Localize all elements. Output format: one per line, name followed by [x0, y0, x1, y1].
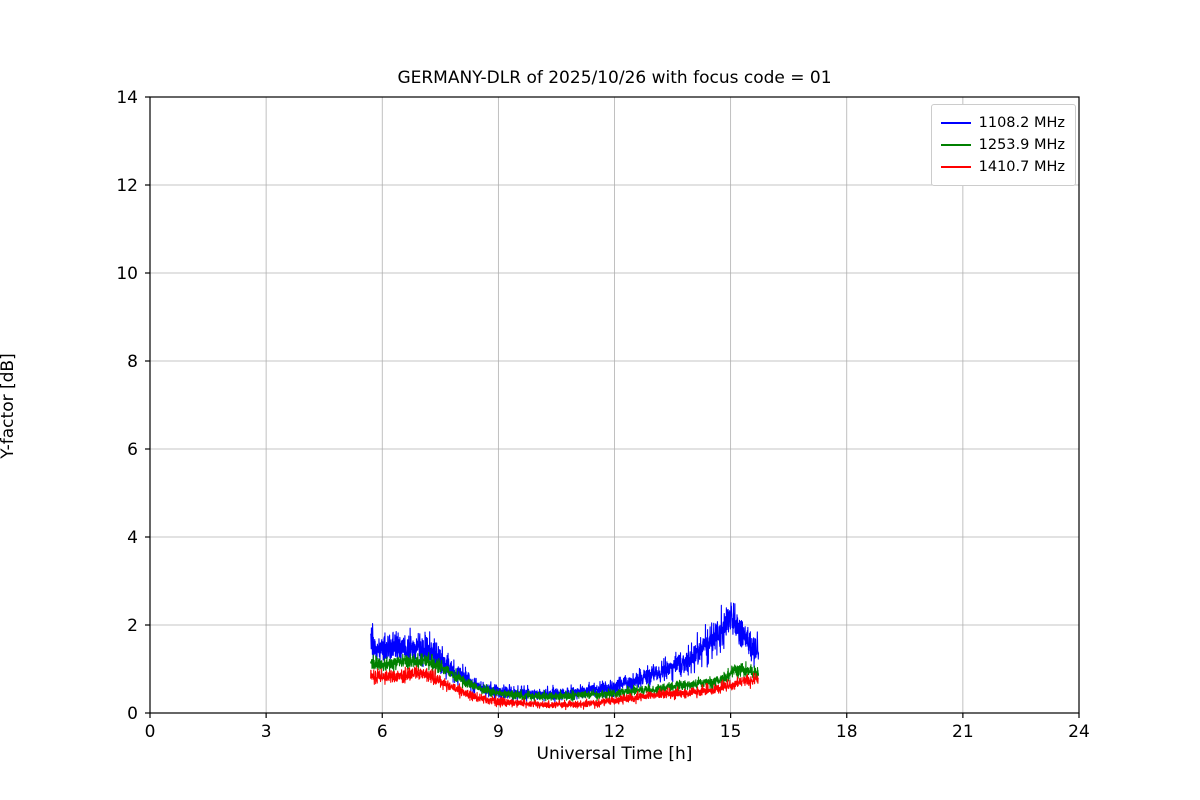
legend-item: 1410.7 MHz [940, 156, 1065, 178]
legend-swatch [940, 144, 971, 146]
x-tick-label: 6 [377, 722, 388, 742]
legend-item: 1253.9 MHz [940, 134, 1065, 156]
y-axis-label: Y-factor [dB] [0, 353, 18, 459]
chart-title: GERMANY-DLR of 2025/10/26 with focus cod… [397, 68, 832, 88]
legend-swatch [940, 166, 971, 168]
x-tick-label: 21 [952, 722, 974, 742]
series-line [370, 652, 760, 703]
legend: 1108.2 MHz 1253.9 MHz 1410.7 MHz [930, 104, 1076, 186]
legend-item: 1108.2 MHz [940, 112, 1065, 134]
x-tick-label: 18 [836, 722, 858, 742]
x-tick-label: 3 [261, 722, 272, 742]
y-tick-label: 2 [127, 616, 138, 636]
y-tick-label: 0 [127, 704, 138, 724]
y-tick-label: 4 [127, 528, 138, 548]
legend-swatch [940, 122, 971, 124]
y-tick-label: 14 [116, 88, 138, 108]
legend-label: 1108.2 MHz [978, 115, 1065, 131]
legend-label: 1253.9 MHz [978, 137, 1065, 153]
y-tick-label: 10 [116, 264, 138, 284]
y-tick-label: 6 [127, 440, 138, 460]
y-tick-label: 8 [127, 352, 138, 372]
series-line [370, 665, 759, 711]
y-tick-label: 12 [116, 176, 138, 196]
x-tick-label: 0 [145, 722, 156, 742]
x-tick-label: 24 [1068, 722, 1090, 742]
x-tick-label: 9 [493, 722, 504, 742]
x-axis-label: Universal Time [h] [536, 744, 693, 764]
x-tick-label: 12 [604, 722, 626, 742]
x-tick-label: 15 [720, 722, 742, 742]
legend-label: 1410.7 MHz [978, 159, 1065, 175]
